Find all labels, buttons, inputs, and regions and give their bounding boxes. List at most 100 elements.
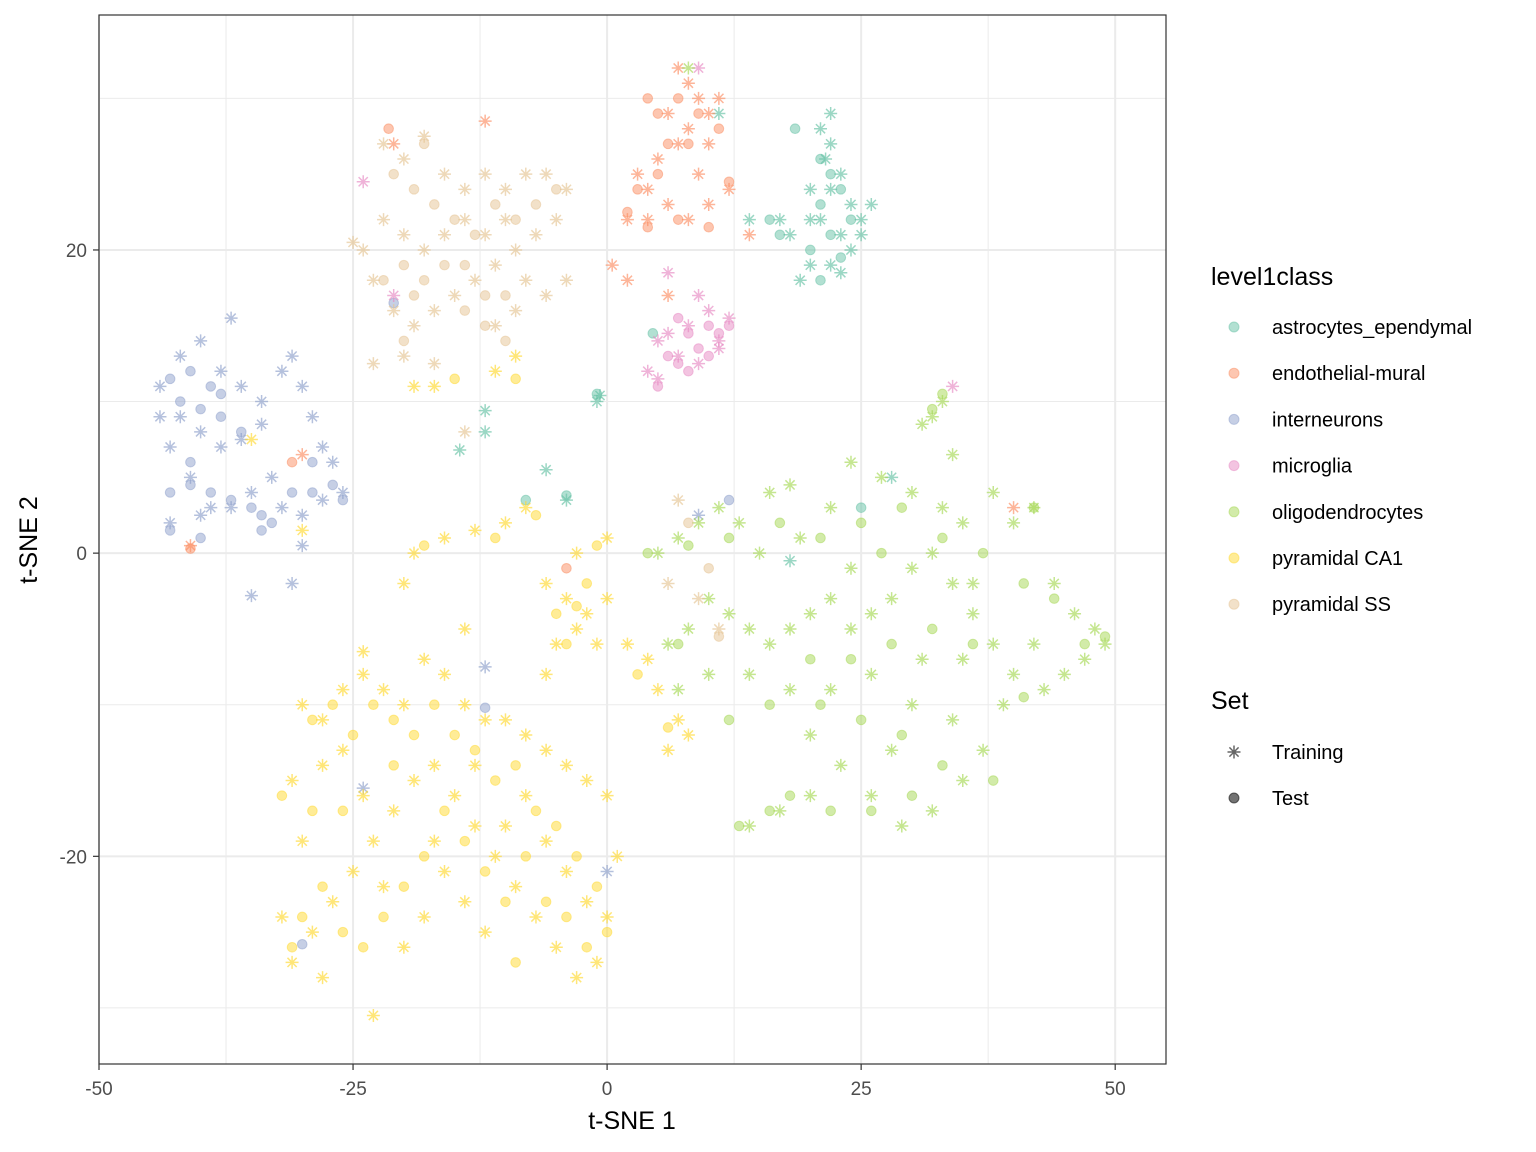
y-tick-label: 0: [76, 544, 87, 565]
training-point: [407, 379, 421, 393]
training-point: [824, 592, 838, 606]
test-point: [703, 320, 715, 332]
training-point: [590, 955, 604, 969]
training-point: [498, 713, 512, 727]
test-point: [307, 805, 318, 817]
training-point: [519, 273, 533, 287]
test-point: [307, 714, 318, 726]
training-point: [498, 213, 512, 227]
training-point: [824, 501, 838, 515]
test-point: [449, 729, 460, 741]
training-point: [519, 728, 533, 742]
legend-key-circle: [1228, 598, 1240, 610]
test-point: [825, 805, 836, 817]
training-point: [620, 213, 634, 227]
test-point: [937, 388, 948, 400]
training-point: [600, 789, 614, 803]
test-point: [815, 274, 826, 286]
training-point: [793, 531, 807, 545]
training-point: [661, 288, 675, 302]
test-point: [805, 244, 816, 256]
legend-label: microglia: [1272, 456, 1353, 478]
test-point: [723, 494, 735, 506]
test-point: [327, 699, 339, 711]
training-point: [377, 213, 391, 227]
training-point: [681, 319, 695, 333]
data-points: [153, 61, 1112, 1022]
test-point: [246, 502, 257, 513]
test-point: [723, 714, 735, 726]
test-point: [429, 699, 440, 711]
test-point: [683, 328, 694, 339]
training-point: [1007, 516, 1021, 530]
test-point: [672, 312, 684, 324]
test-point: [388, 714, 399, 726]
plot-panel-border: [98, 14, 1167, 1065]
training-point: [366, 834, 380, 848]
training-point: [204, 501, 218, 515]
training-point: [316, 758, 330, 772]
test-point: [510, 214, 521, 225]
training-point: [305, 410, 319, 424]
training-point: [935, 501, 949, 515]
test-point: [825, 168, 836, 180]
test-point: [490, 199, 501, 210]
test-point: [632, 669, 643, 680]
legend-item: endothelial-mural: [1228, 363, 1425, 385]
test-point: [276, 790, 288, 801]
training-point: [539, 834, 553, 848]
training-point: [194, 425, 208, 439]
training-point: [834, 758, 848, 772]
training-point: [813, 213, 827, 227]
training-point: [742, 213, 756, 227]
test-point: [713, 123, 725, 134]
training-point: [458, 895, 472, 909]
training-point: [844, 622, 858, 636]
test-point: [642, 93, 654, 104]
training-point: [214, 440, 228, 454]
training-point: [712, 107, 726, 121]
training-point: [753, 546, 767, 560]
training-point: [864, 789, 878, 803]
x-axis-title: t-SNE 1: [588, 1107, 676, 1135]
training-point: [559, 592, 573, 606]
training-point: [478, 404, 492, 418]
training-point: [661, 107, 675, 121]
training-point: [671, 349, 685, 363]
training-point: [844, 455, 858, 469]
test-point: [185, 456, 196, 468]
test-point: [337, 805, 349, 817]
training-point: [285, 576, 299, 590]
test-point: [357, 941, 369, 953]
test-point: [550, 820, 562, 832]
test-point: [561, 638, 572, 650]
training-point: [692, 592, 706, 606]
training-point: [956, 516, 970, 530]
test-point: [987, 775, 999, 786]
test-point: [937, 532, 948, 544]
test-point: [510, 957, 521, 968]
training-point: [641, 652, 655, 666]
training-point: [1037, 683, 1051, 697]
training-point: [488, 364, 502, 378]
training-point: [387, 804, 401, 818]
training-point: [864, 197, 878, 211]
training-point: [854, 228, 868, 242]
training-point: [295, 539, 309, 553]
training-point: [1088, 622, 1102, 636]
y-axis-title: t-SNE 2: [15, 496, 43, 584]
training-point: [570, 971, 584, 985]
test-point: [479, 320, 491, 332]
test-point: [388, 168, 399, 180]
test-point: [703, 563, 715, 574]
test-point: [886, 638, 897, 650]
test-point: [835, 252, 847, 263]
training-point: [742, 228, 756, 242]
training-point: [224, 311, 238, 325]
training-point: [377, 880, 391, 894]
training-point: [417, 129, 431, 143]
test-point: [926, 623, 938, 635]
legend-label: endothelial-mural: [1272, 363, 1425, 385]
test-point: [225, 494, 237, 506]
